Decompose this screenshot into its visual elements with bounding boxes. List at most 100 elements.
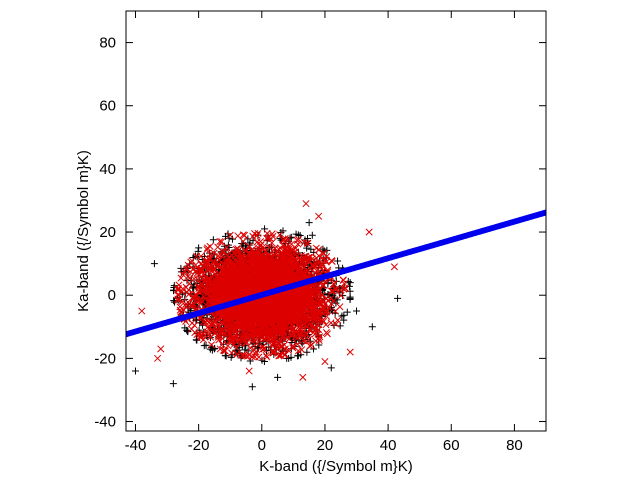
data-point-x	[285, 259, 293, 267]
data-point-plus	[224, 230, 232, 238]
data-point-x	[322, 258, 330, 266]
data-point-plus	[279, 227, 287, 235]
data-point-x	[263, 353, 271, 361]
data-point-x	[206, 242, 214, 250]
data-point-x	[258, 345, 267, 354]
data-point-x	[254, 229, 262, 237]
data-point-x	[289, 344, 297, 352]
data-point-plus	[303, 244, 311, 252]
data-point-x	[341, 285, 349, 293]
data-point-plus	[327, 364, 335, 372]
data-point-x	[255, 353, 263, 361]
data-point-plus	[210, 345, 218, 353]
data-point-plus	[224, 241, 232, 249]
data-point-plus	[248, 383, 256, 391]
data-point-plus	[171, 298, 179, 306]
data-point-plus	[394, 294, 402, 302]
data-point-plus	[353, 307, 361, 315]
data-point-x	[176, 303, 184, 311]
data-point-plus	[297, 351, 305, 359]
data-point-x	[197, 332, 205, 340]
data-point-x	[241, 247, 249, 255]
data-point-x	[239, 237, 247, 246]
data-point-x	[287, 240, 296, 248]
data-point-x	[204, 259, 212, 267]
data-point-x	[196, 330, 204, 338]
data-point-plus	[346, 293, 354, 301]
data-point-plus	[169, 380, 177, 388]
data-point-x	[212, 327, 220, 335]
data-point-plus	[274, 373, 282, 381]
data-point-x	[269, 347, 277, 355]
data-point-x	[239, 231, 247, 239]
data-point-plus	[368, 323, 376, 331]
data-point-plus	[287, 233, 295, 241]
data-point-x	[226, 337, 234, 345]
data-point-plus	[170, 282, 178, 290]
data-point-x	[270, 349, 278, 357]
data-point-plus	[195, 244, 203, 252]
data-point-x	[188, 319, 196, 327]
data-point-x	[214, 243, 222, 251]
data-point-x	[215, 336, 223, 344]
data-point-x	[330, 280, 338, 288]
data-point-plus	[346, 279, 354, 287]
data-point-x	[282, 248, 290, 256]
data-point-plus	[200, 342, 208, 350]
data-point-plus	[343, 308, 351, 316]
data-point-x	[223, 243, 231, 252]
data-point-x	[218, 340, 226, 349]
data-point-plus	[308, 231, 316, 239]
data-point-x	[189, 302, 197, 310]
data-point-x	[264, 234, 272, 242]
data-point-x	[245, 242, 253, 250]
data-point-plus	[307, 245, 315, 253]
data-point-x	[336, 303, 344, 311]
data-point-x	[268, 239, 276, 247]
data-point-x	[315, 246, 323, 254]
data-point-plus	[334, 257, 342, 265]
data-point-plus	[131, 367, 139, 375]
data-point-x	[232, 245, 240, 253]
data-point-x	[265, 243, 273, 252]
data-point-plus	[189, 283, 197, 291]
data-point-plus	[305, 219, 313, 227]
data-point-x	[262, 351, 270, 359]
data-point-x	[315, 315, 323, 323]
data-point-x	[188, 257, 196, 265]
data-point-x	[198, 280, 206, 288]
data-point-x	[207, 341, 216, 349]
data-point-x	[220, 347, 228, 355]
data-point-x	[276, 231, 284, 239]
data-points	[126, 200, 546, 391]
data-point-x	[240, 231, 249, 239]
data-point-x	[253, 231, 261, 239]
data-point-plus	[344, 278, 352, 286]
data-point-plus	[209, 236, 217, 244]
data-point-x	[285, 335, 293, 343]
data-point-x	[241, 327, 249, 335]
data-point-plus	[150, 260, 158, 268]
data-point-plus	[181, 324, 189, 332]
data-point-plus	[340, 311, 348, 319]
data-point-plus	[303, 234, 311, 242]
data-point-x	[210, 249, 218, 257]
data-point-x	[298, 346, 306, 354]
data-point-x	[218, 334, 227, 343]
data-point-plus	[221, 352, 229, 360]
data-point-x	[217, 329, 225, 337]
data-point-x	[177, 274, 185, 282]
data-point-x	[269, 232, 277, 241]
data-point-x	[310, 311, 318, 319]
data-point-x	[206, 333, 215, 341]
data-point-plus	[293, 352, 301, 360]
data-point-x	[307, 341, 316, 349]
data-point-x	[259, 342, 267, 351]
data-point-x	[193, 330, 201, 339]
data-point-x	[178, 298, 186, 306]
data-point-plus	[193, 336, 201, 344]
data-point-x	[240, 333, 248, 341]
data-point-x	[334, 316, 342, 324]
data-point-x	[249, 232, 257, 240]
